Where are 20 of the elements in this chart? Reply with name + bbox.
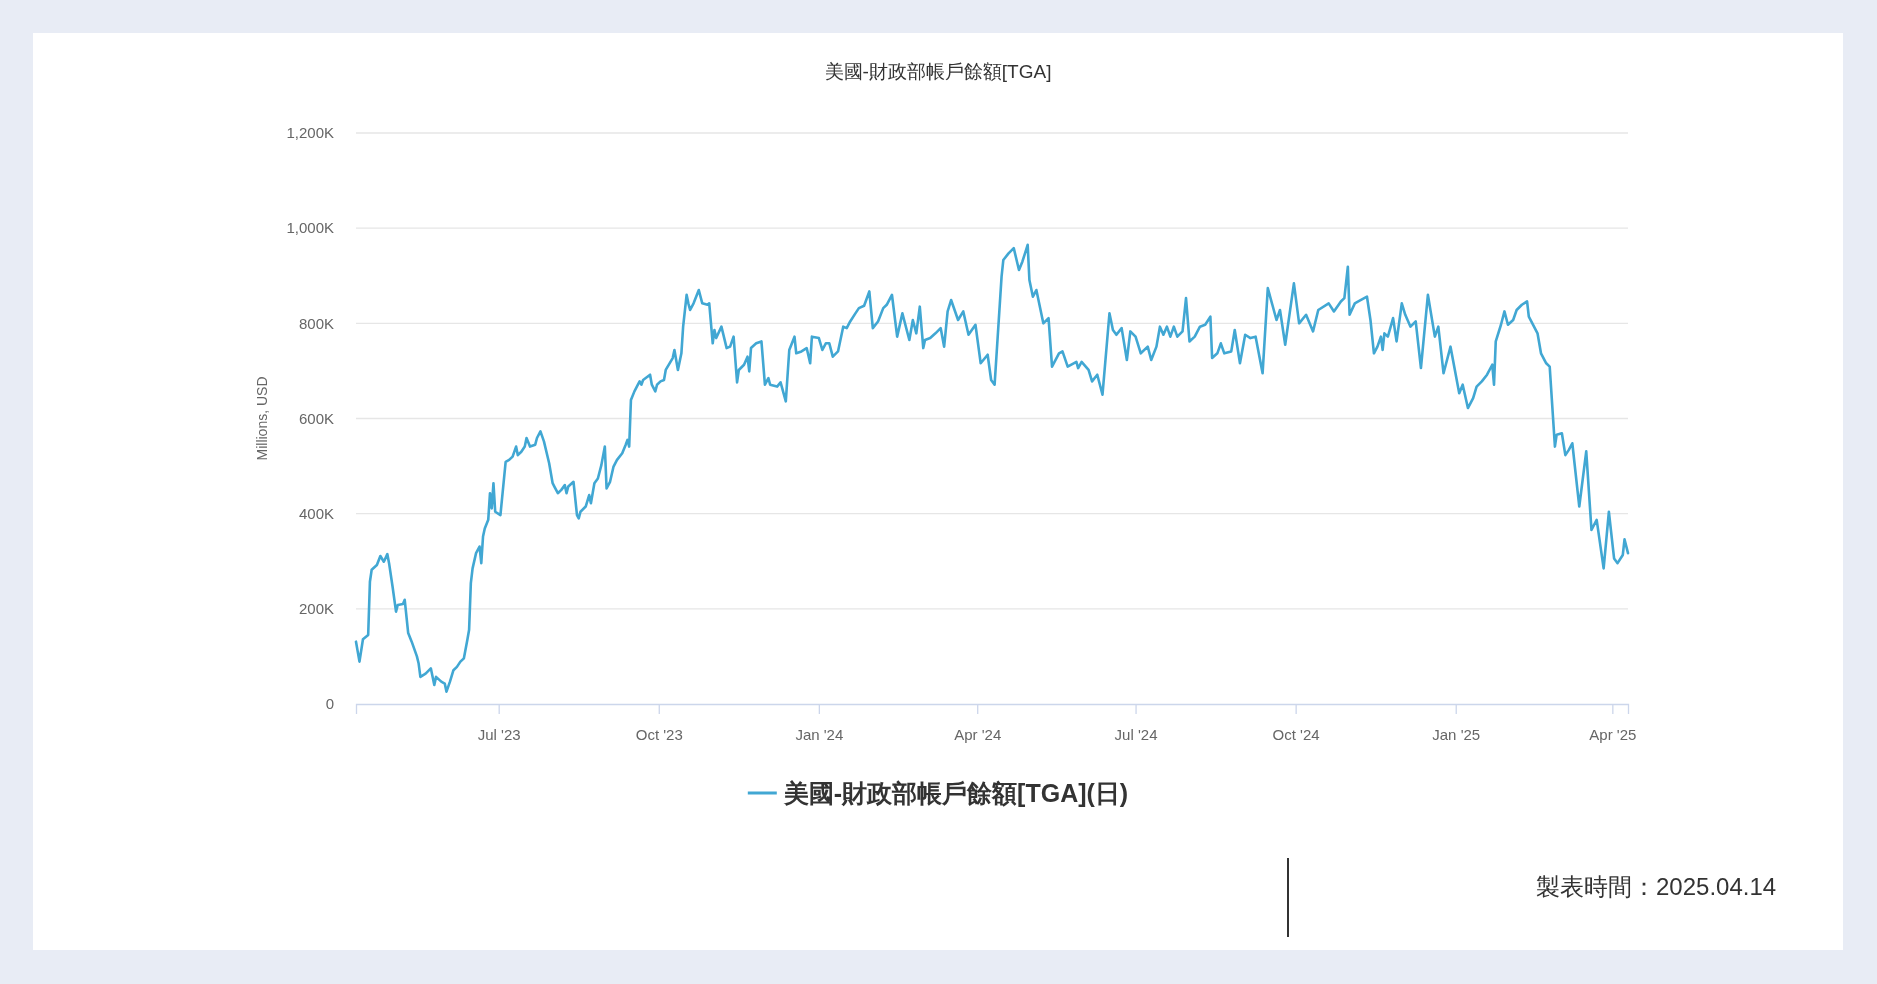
y-tick-label: 800K <box>298 314 334 332</box>
text: 製表時間：2025.04.14 <box>1536 872 1777 900</box>
x-tick-label: Jan '25 <box>1432 725 1481 743</box>
y-tick-label: 200K <box>298 600 334 618</box>
x-tick-label: Jul '23 <box>477 725 521 743</box>
x-tick-label: Apr '25 <box>1589 725 1637 743</box>
legend-label: 美國-財政部帳戶餘額[TGA](日) <box>782 779 1129 807</box>
line-series <box>354 243 1630 693</box>
y-tick-label: 1,000K <box>286 219 334 237</box>
x-tick-label: Jul '24 <box>1114 725 1158 743</box>
y-axis-title: Millions, USD <box>254 376 270 461</box>
y-tick-label: 1,200K <box>286 124 334 142</box>
x-tick-label: Oct '24 <box>1272 725 1320 743</box>
chart-title: 美國-財政部帳戶餘額[TGA] <box>824 60 1052 82</box>
y-tick-label: 0 <box>325 695 334 713</box>
y-tick-label: 600K <box>298 409 334 427</box>
x-tick-label: Oct '23 <box>635 725 683 743</box>
y-tick-label: 400K <box>298 504 334 522</box>
x-tick-label: Jan '24 <box>795 725 844 743</box>
x-tick-label: Apr '24 <box>954 725 1002 743</box>
